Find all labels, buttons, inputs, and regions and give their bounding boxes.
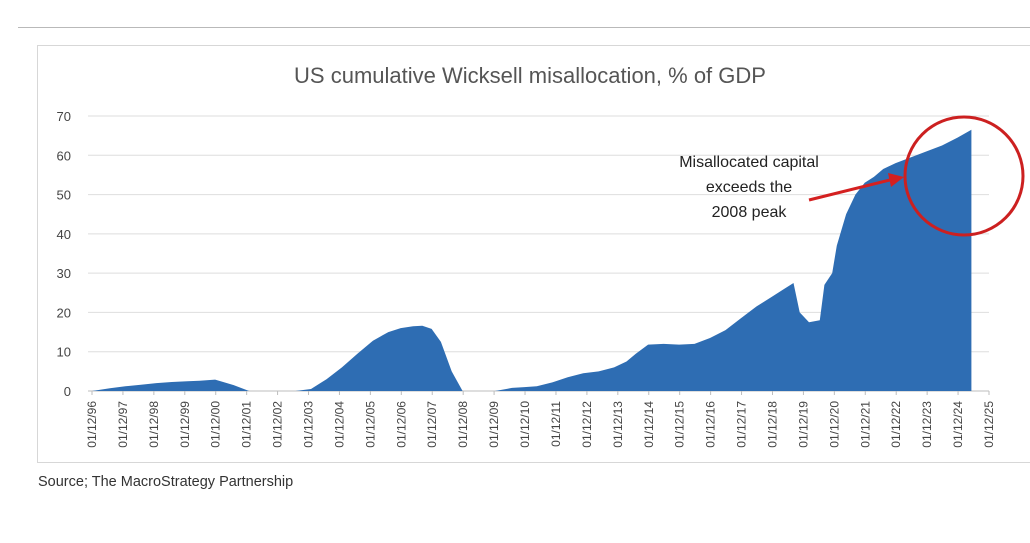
grid	[88, 115, 989, 392]
top-divider	[18, 27, 1030, 28]
x-tick-label: 01/12/01	[240, 401, 254, 448]
highlight-circle	[903, 115, 1025, 237]
x-tick-label: 01/12/18	[765, 401, 779, 448]
x-tick-label: 01/12/98	[147, 401, 161, 448]
x-tick-label: 01/12/22	[889, 401, 903, 448]
y-tick-label: 30	[57, 266, 71, 281]
x-tick-label: 01/12/07	[425, 401, 439, 448]
y-tick-label: 40	[57, 227, 71, 242]
x-tick-label: 01/12/08	[456, 401, 470, 448]
x-tick-label: 01/12/14	[642, 401, 656, 448]
x-tick-label: 01/12/10	[518, 401, 532, 448]
series-area	[92, 129, 972, 392]
y-tick-label: 50	[57, 188, 71, 203]
x-tick-label: 01/12/04	[332, 401, 346, 448]
annotation-arrow	[808, 178, 891, 202]
annotation-arrowhead	[888, 173, 904, 187]
x-tick-label: 01/12/21	[858, 401, 872, 448]
x-tick-label: 01/12/99	[178, 401, 192, 448]
x-tick-label: 01/12/23	[920, 401, 934, 448]
annotation-line-2: exceeds the	[706, 179, 792, 196]
x-tick-label: 01/12/06	[394, 401, 408, 448]
x-tick-label: 01/12/15	[673, 401, 687, 448]
x-tick-label: 01/12/12	[580, 401, 594, 448]
y-tick-label: 0	[64, 384, 71, 399]
x-tick-label: 01/12/19	[796, 401, 810, 448]
source-note: Source; The MacroStrategy Partnership	[38, 474, 294, 490]
annotation-line-3: 2008 peak	[712, 204, 788, 221]
x-tick-label: 01/12/96	[85, 401, 99, 448]
x-axis: 01/12/96 01/12/97 01/12/98 01/12/99 01/12/00…	[85, 391, 996, 448]
x-tick-label: 01/12/97	[116, 401, 130, 448]
x-tick-label: 01/12/13	[611, 401, 625, 448]
annotation-line-1: Misallocated capital	[679, 154, 819, 171]
x-tick-label: 01/12/24	[951, 401, 965, 448]
y-tick-label: 70	[57, 109, 71, 124]
x-tick-label: 01/12/05	[363, 401, 377, 448]
x-tick-label: 01/12/25	[982, 401, 996, 448]
y-tick-label: 60	[57, 148, 71, 163]
x-tick-label: 01/12/03	[302, 401, 316, 448]
y-tick-label: 20	[57, 305, 71, 320]
chart-frame: US cumulative Wicksell misallocation, % …	[37, 45, 1030, 463]
x-tick-label: 01/12/11	[549, 401, 563, 447]
x-tick-label: 01/12/02	[271, 401, 285, 448]
x-tick-label: 01/12/20	[827, 401, 841, 448]
chart: US cumulative Wicksell misallocation, % …	[57, 63, 1025, 448]
x-tick-label: 01/12/00	[209, 401, 223, 448]
annotation: Misallocated capital exceeds the 2008 pe…	[679, 115, 1025, 237]
x-tick-label: 01/12/16	[704, 401, 718, 448]
chart-title: US cumulative Wicksell misallocation, % …	[294, 63, 766, 88]
x-tick-label: 01/12/17	[735, 401, 749, 448]
y-tick-label: 10	[57, 345, 71, 360]
x-tick-label: 01/12/09	[487, 401, 501, 448]
y-axis: 0 10 20 30 40 50 60 70	[57, 109, 71, 399]
